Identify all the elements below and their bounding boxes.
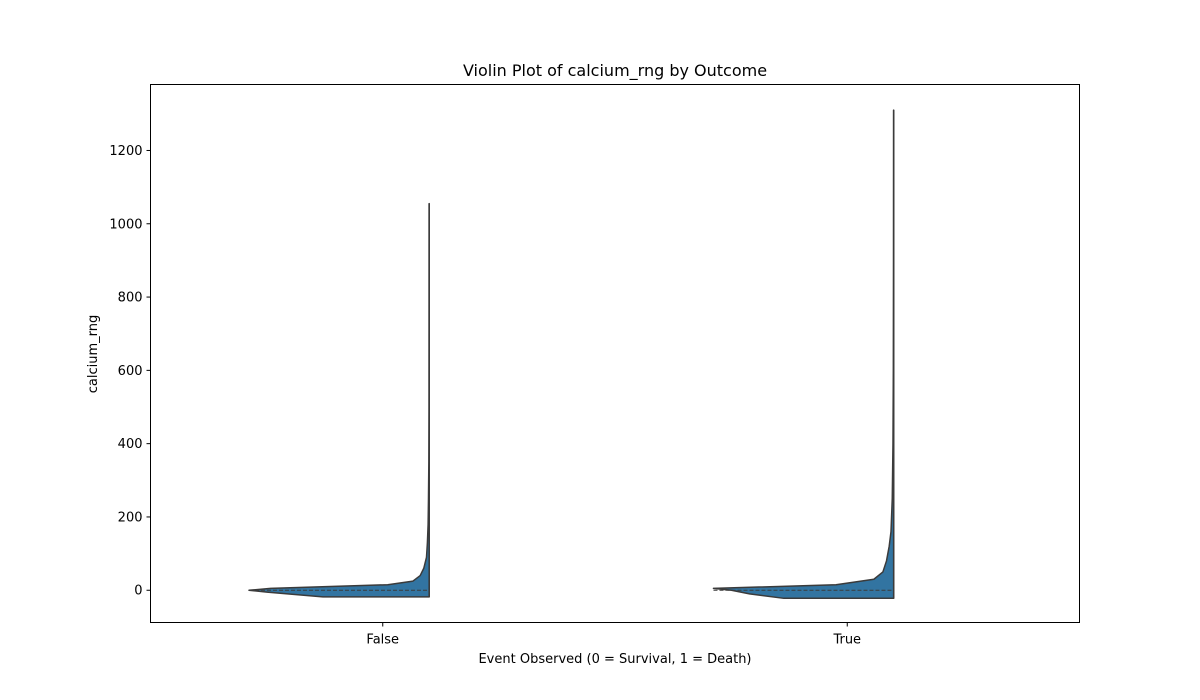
y-tick-label: 1200: [109, 144, 142, 159]
y-tick-label: 800: [118, 291, 143, 306]
y-tick-label: 200: [118, 510, 143, 525]
y-tick-label: 0: [134, 584, 142, 599]
x-tick-label: False: [366, 633, 399, 648]
x-tick-label: True: [832, 633, 861, 648]
y-tick-label: 600: [118, 364, 143, 379]
plot-area: [248, 109, 895, 600]
x-axis-title: Event Observed (0 = Survival, 1 = Death): [478, 652, 751, 667]
x-axis: False True: [366, 622, 861, 648]
y-tick-label: 1000: [109, 217, 142, 232]
y-tick-label: 400: [118, 437, 143, 452]
axes-frame: [150, 84, 1080, 623]
y-axis-title: calcium_rng: [86, 315, 101, 394]
chart-title: Violin Plot of calcium_rng by Outcome: [463, 61, 767, 81]
y-axis: 0 200 400 600 800 1000 1200: [109, 144, 151, 599]
